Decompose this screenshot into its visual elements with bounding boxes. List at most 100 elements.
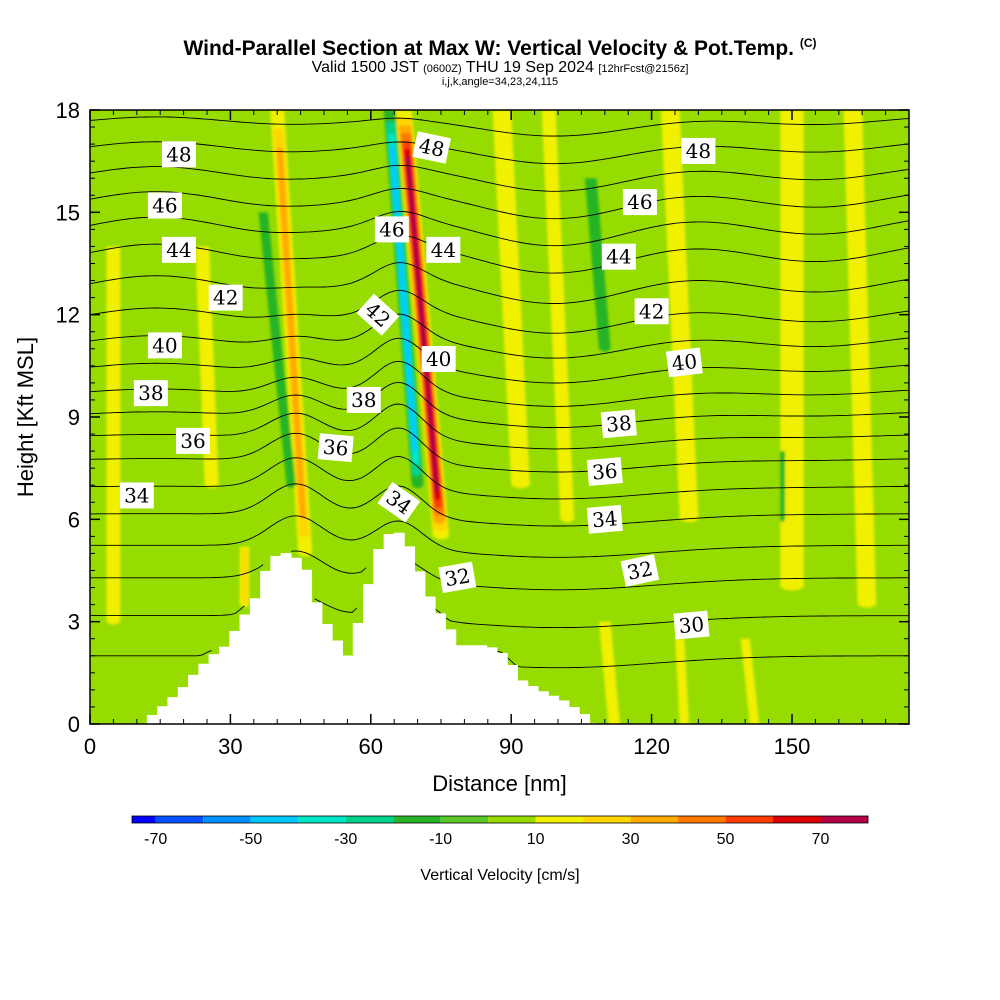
theta-contour-line bbox=[90, 234, 909, 274]
colorbar-bin bbox=[725, 816, 774, 823]
contour-label-text: 38 bbox=[351, 388, 376, 412]
w-field bbox=[106, 110, 877, 724]
colorbar-bin bbox=[630, 816, 679, 823]
theta-contour-line bbox=[90, 188, 909, 220]
colorbar-bin bbox=[250, 816, 299, 823]
x-tick-label: 120 bbox=[633, 734, 670, 759]
colorbar-tick-label: 30 bbox=[622, 831, 640, 848]
contour-label-text: 40 bbox=[426, 347, 451, 371]
contour-label-text: 36 bbox=[322, 435, 349, 461]
contour-label: 38 bbox=[133, 380, 168, 407]
contour-label-box bbox=[622, 189, 657, 216]
theta-contour-line bbox=[90, 427, 909, 473]
colorbar-bin bbox=[773, 816, 821, 823]
w-band bbox=[541, 110, 575, 523]
colorbar-bin bbox=[393, 816, 441, 823]
y-tick-label: 15 bbox=[56, 200, 80, 225]
plot-clip-group: 4846444240383634484644424038363432484644… bbox=[90, 110, 909, 724]
contour-label-box bbox=[119, 482, 154, 509]
contour-label-text: 48 bbox=[686, 139, 711, 163]
y-tick-label: 6 bbox=[68, 507, 80, 532]
contour-label-box bbox=[374, 216, 409, 243]
contour-label: 48 bbox=[681, 137, 716, 164]
chart-valid-time: Valid 1500 JST (0600Z) THU 19 Sep 2024 [… bbox=[311, 59, 689, 76]
contour-label: 44 bbox=[426, 236, 461, 263]
contour-label-text: 44 bbox=[166, 238, 191, 262]
contour-label: 44 bbox=[161, 236, 196, 263]
y-tick-label: 0 bbox=[68, 712, 80, 737]
contour-label-box bbox=[620, 554, 660, 587]
y-tick-label: 12 bbox=[56, 303, 80, 328]
contour-label-text: 32 bbox=[443, 563, 472, 591]
contour-label: 32 bbox=[438, 561, 477, 594]
contour-label-box bbox=[681, 137, 716, 164]
theta-contour-line bbox=[90, 210, 909, 247]
w-band bbox=[241, 550, 248, 604]
contour-label-text: 44 bbox=[606, 245, 631, 269]
contour-label: 40 bbox=[147, 332, 182, 359]
contour-label: 46 bbox=[147, 192, 182, 219]
contour-label: 34 bbox=[119, 482, 154, 509]
theta-contour-line bbox=[90, 550, 909, 591]
contour-label-box bbox=[586, 504, 623, 534]
w-band bbox=[675, 638, 690, 724]
theta-contour-line bbox=[90, 403, 909, 450]
contour-label-text: 36 bbox=[591, 459, 618, 485]
contour-label: 38 bbox=[600, 409, 637, 439]
w-band bbox=[584, 178, 611, 352]
colorbar-bin bbox=[155, 816, 204, 823]
theta-contour-line bbox=[90, 164, 909, 192]
colorbar: -70 -50 -30 -10 10 30 50 70 Vertical Velocity [c… bbox=[131, 815, 869, 884]
contour-label-box bbox=[317, 433, 354, 463]
x-axis-title: Distance [nm] bbox=[432, 771, 567, 796]
contour-label-box bbox=[665, 347, 703, 378]
contour-label: 46 bbox=[622, 189, 657, 216]
contour-label-box bbox=[600, 409, 637, 439]
contour-label-box bbox=[438, 561, 477, 594]
w-band bbox=[106, 246, 121, 625]
colorbar-bin bbox=[488, 816, 536, 823]
w-band bbox=[276, 147, 306, 519]
theta-contour-line bbox=[90, 650, 909, 669]
theta-contour-line bbox=[90, 141, 909, 165]
contour-label: 40 bbox=[665, 347, 703, 378]
contour-label-text: 40 bbox=[152, 333, 177, 357]
theta-contour-line bbox=[90, 116, 909, 137]
colorbar-bin bbox=[678, 816, 726, 823]
contour-label: 38 bbox=[346, 386, 381, 413]
colorbar-tick-label: -10 bbox=[429, 831, 452, 848]
colorbar-bin bbox=[132, 816, 156, 823]
theta-contour-line bbox=[90, 455, 909, 500]
colorbar-title: Vertical Velocity [cm/s] bbox=[420, 867, 579, 884]
contour-label: 46 bbox=[374, 216, 409, 243]
y-axis-title: Height [Kft MSL] bbox=[13, 337, 38, 497]
contour-label-box bbox=[586, 457, 623, 487]
colorbar-tick-label: 50 bbox=[717, 831, 735, 848]
theta-contour-line bbox=[90, 337, 909, 384]
contour-label-box bbox=[161, 141, 196, 168]
w-band bbox=[492, 110, 530, 489]
contour-label-text: 42 bbox=[213, 286, 238, 310]
contour-label-text: 34 bbox=[591, 506, 618, 532]
contour-label-box bbox=[161, 236, 196, 263]
terrain bbox=[90, 532, 596, 724]
colorbar-bin bbox=[535, 816, 584, 823]
contour-label-box bbox=[147, 332, 182, 359]
contour-label-box bbox=[133, 380, 168, 407]
contour-label-text: 40 bbox=[670, 349, 698, 376]
contour-label: 36 bbox=[175, 427, 210, 454]
contour-label-box bbox=[426, 236, 461, 263]
y-tick-label: 3 bbox=[68, 610, 80, 635]
contour-label-text: 32 bbox=[625, 556, 655, 585]
contour-label-box bbox=[377, 481, 421, 523]
contour-label: 34 bbox=[586, 504, 623, 534]
contour-label: 48 bbox=[412, 131, 451, 164]
contour-label: 36 bbox=[317, 433, 354, 463]
x-tick-label: 150 bbox=[774, 734, 811, 759]
colorbar-tick-label: 70 bbox=[812, 831, 830, 848]
chart-indices: i,j,k,angle=34,23,24,115 bbox=[441, 76, 559, 88]
colorbar-tick-label: -70 bbox=[144, 831, 167, 848]
theta-contour-line bbox=[90, 483, 909, 527]
plot-area: 4846444240383634484644424038363432484644… bbox=[90, 110, 909, 724]
contour-label-box bbox=[421, 346, 456, 373]
